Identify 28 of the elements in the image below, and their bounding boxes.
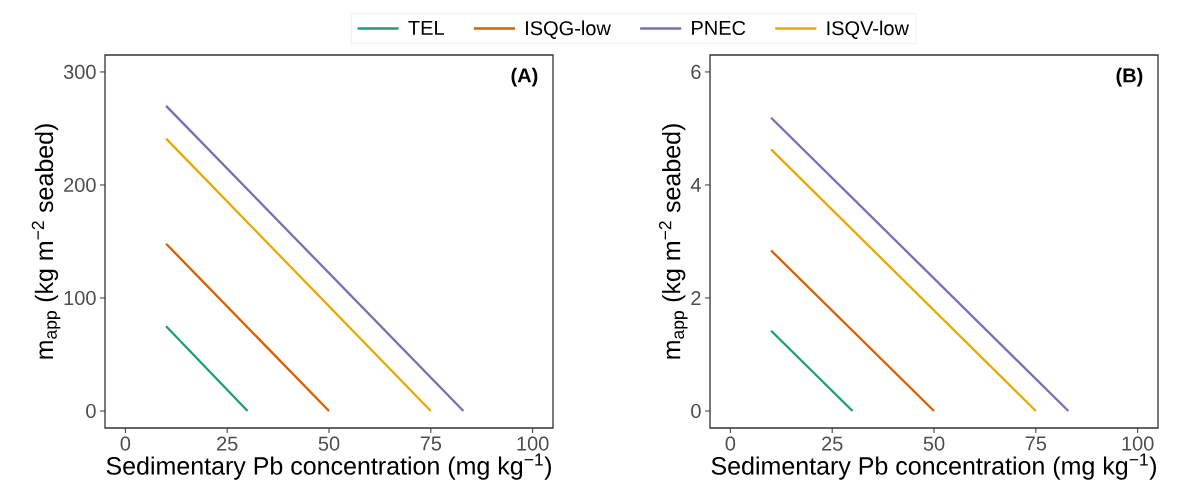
y-tick-label: 6: [691, 64, 701, 80]
x-tick-label: 75: [1025, 436, 1047, 451]
x-tick-label: 50: [318, 436, 340, 451]
y-tick-label: 300: [63, 64, 96, 80]
x-tick-label: 25: [822, 436, 843, 451]
x-tick-label: 100: [1122, 436, 1154, 451]
y-tick-label: 100: [64, 290, 96, 306]
x-tick-label: 0: [725, 436, 736, 451]
legend-label: TEL: [408, 20, 444, 35]
x-tick-label: 25: [217, 436, 238, 451]
x-tick-label: 75: [420, 436, 442, 451]
x-axis-title: Sedimentary Pb concentration (mg kg$^{−1}$): [106, 453, 551, 480]
y-tick-label: 0: [86, 403, 96, 419]
y-axis-title: m$_{app}$ (kg m$^{−2}$ seabed): [658, 124, 688, 359]
y-tick-label: 0: [691, 403, 701, 419]
annotation: (B): [1116, 67, 1143, 87]
legend-label: ISQV-low: [827, 20, 910, 39]
y-tick-label: 4: [690, 178, 701, 192]
y-tick-label: 200: [64, 177, 96, 193]
x-tick-label: 100: [517, 436, 549, 451]
x-axis-title: Sedimentary Pb concentration (mg kg$^{−1}$): [711, 453, 1156, 480]
annotation: (A): [511, 67, 538, 87]
y-tick-label: 2: [691, 291, 701, 305]
legend-label: PNEC: [692, 20, 746, 36]
y-axis-title: m$_{app}$ (kg m$^{−2}$ seabed): [31, 124, 61, 359]
x-tick-label: 50: [923, 436, 945, 451]
legend-label: ISQG-low: [526, 20, 611, 39]
x-tick-label: 0: [120, 436, 131, 451]
